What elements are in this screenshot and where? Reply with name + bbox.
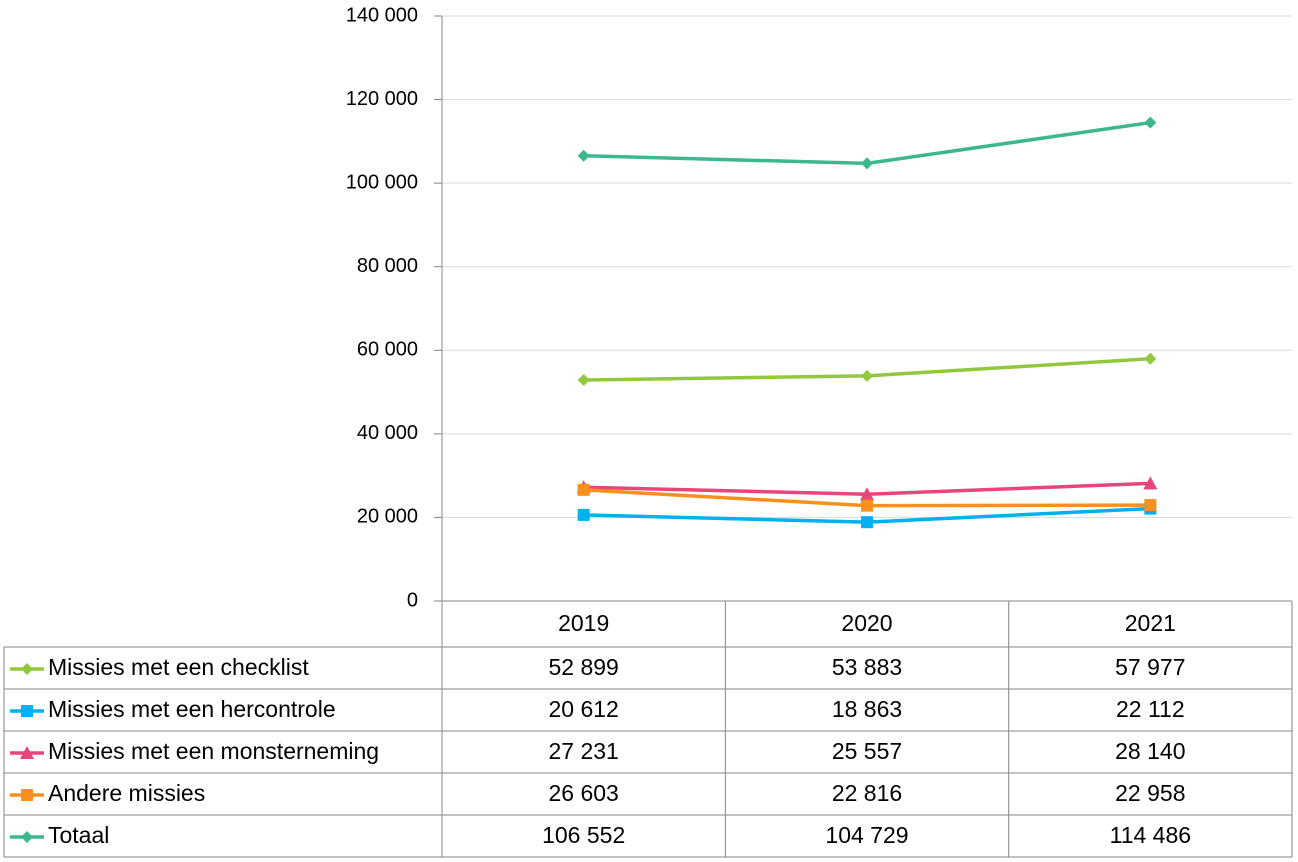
y-axis-ticks: 0 20 000 40 000 60 000 80 000 100 000 120 000 1… bbox=[346, 4, 442, 611]
data-table: 2019 2020 2021 Missies met een checklist 52 … bbox=[3, 601, 1293, 858]
data-point bbox=[21, 789, 33, 801]
series-name-label: Andere missies bbox=[48, 780, 205, 806]
series-name-label: Totaal bbox=[48, 822, 109, 848]
data-point bbox=[861, 369, 873, 382]
data-value-label: 20 612 bbox=[548, 696, 618, 722]
data-point bbox=[577, 373, 590, 386]
data-point bbox=[21, 831, 33, 843]
data-value-label: 114 486 bbox=[1110, 822, 1191, 848]
y-tick-label: 100 000 bbox=[346, 171, 418, 193]
data-point bbox=[1144, 116, 1157, 129]
data-point bbox=[577, 149, 590, 162]
series-name-label: Missies met een hercontrole bbox=[48, 696, 336, 722]
series-lines bbox=[583, 120, 1151, 524]
data-point bbox=[577, 508, 590, 521]
data-value-label: 53 883 bbox=[832, 654, 902, 680]
series-name-label: Missies met een checklist bbox=[48, 654, 309, 680]
data-value-label: 106 552 bbox=[542, 822, 625, 848]
data-value-label: 22 816 bbox=[832, 780, 902, 806]
data-value-label: 28 140 bbox=[1115, 738, 1185, 764]
y-tick-label: 0 bbox=[407, 589, 418, 611]
data-value-label: 52 899 bbox=[548, 654, 618, 680]
x-category-label: 2020 bbox=[841, 610, 892, 636]
y-tick-label: 140 000 bbox=[346, 4, 418, 26]
data-point bbox=[20, 746, 34, 759]
data-point bbox=[21, 705, 33, 717]
y-tick-label: 120 000 bbox=[346, 88, 418, 110]
data-value-label: 57 977 bbox=[1115, 654, 1185, 680]
data-value-label: 27 231 bbox=[548, 738, 618, 764]
data-point bbox=[861, 157, 873, 170]
data-value-label: 26 603 bbox=[548, 780, 618, 806]
y-tick-label: 80 000 bbox=[357, 255, 418, 277]
data-value-label: 18 863 bbox=[832, 696, 902, 722]
data-value-label: 22 112 bbox=[1116, 696, 1185, 722]
data-point bbox=[861, 499, 873, 512]
data-point bbox=[1143, 476, 1158, 490]
data-value-label: 25 557 bbox=[832, 738, 902, 764]
y-tick-label: 60 000 bbox=[357, 339, 418, 361]
series-line bbox=[583, 120, 1151, 166]
data-point bbox=[1144, 352, 1157, 365]
data-point bbox=[1144, 499, 1157, 512]
gridlines bbox=[442, 15, 1292, 518]
axes bbox=[441, 16, 1292, 602]
data-point bbox=[860, 487, 874, 501]
x-category-label: 2019 bbox=[558, 610, 609, 636]
y-tick-label: 40 000 bbox=[357, 422, 418, 444]
data-value-label: 22 958 bbox=[1115, 780, 1185, 806]
series-markers bbox=[576, 116, 1158, 529]
data-point bbox=[577, 483, 590, 496]
data-point bbox=[21, 663, 33, 675]
y-tick-label: 20 000 bbox=[357, 506, 418, 528]
data-point bbox=[861, 516, 873, 529]
x-category-label: 2021 bbox=[1125, 610, 1176, 636]
series-name-label: Missies met een monsterneming bbox=[48, 738, 379, 764]
data-value-label: 104 729 bbox=[825, 822, 908, 848]
